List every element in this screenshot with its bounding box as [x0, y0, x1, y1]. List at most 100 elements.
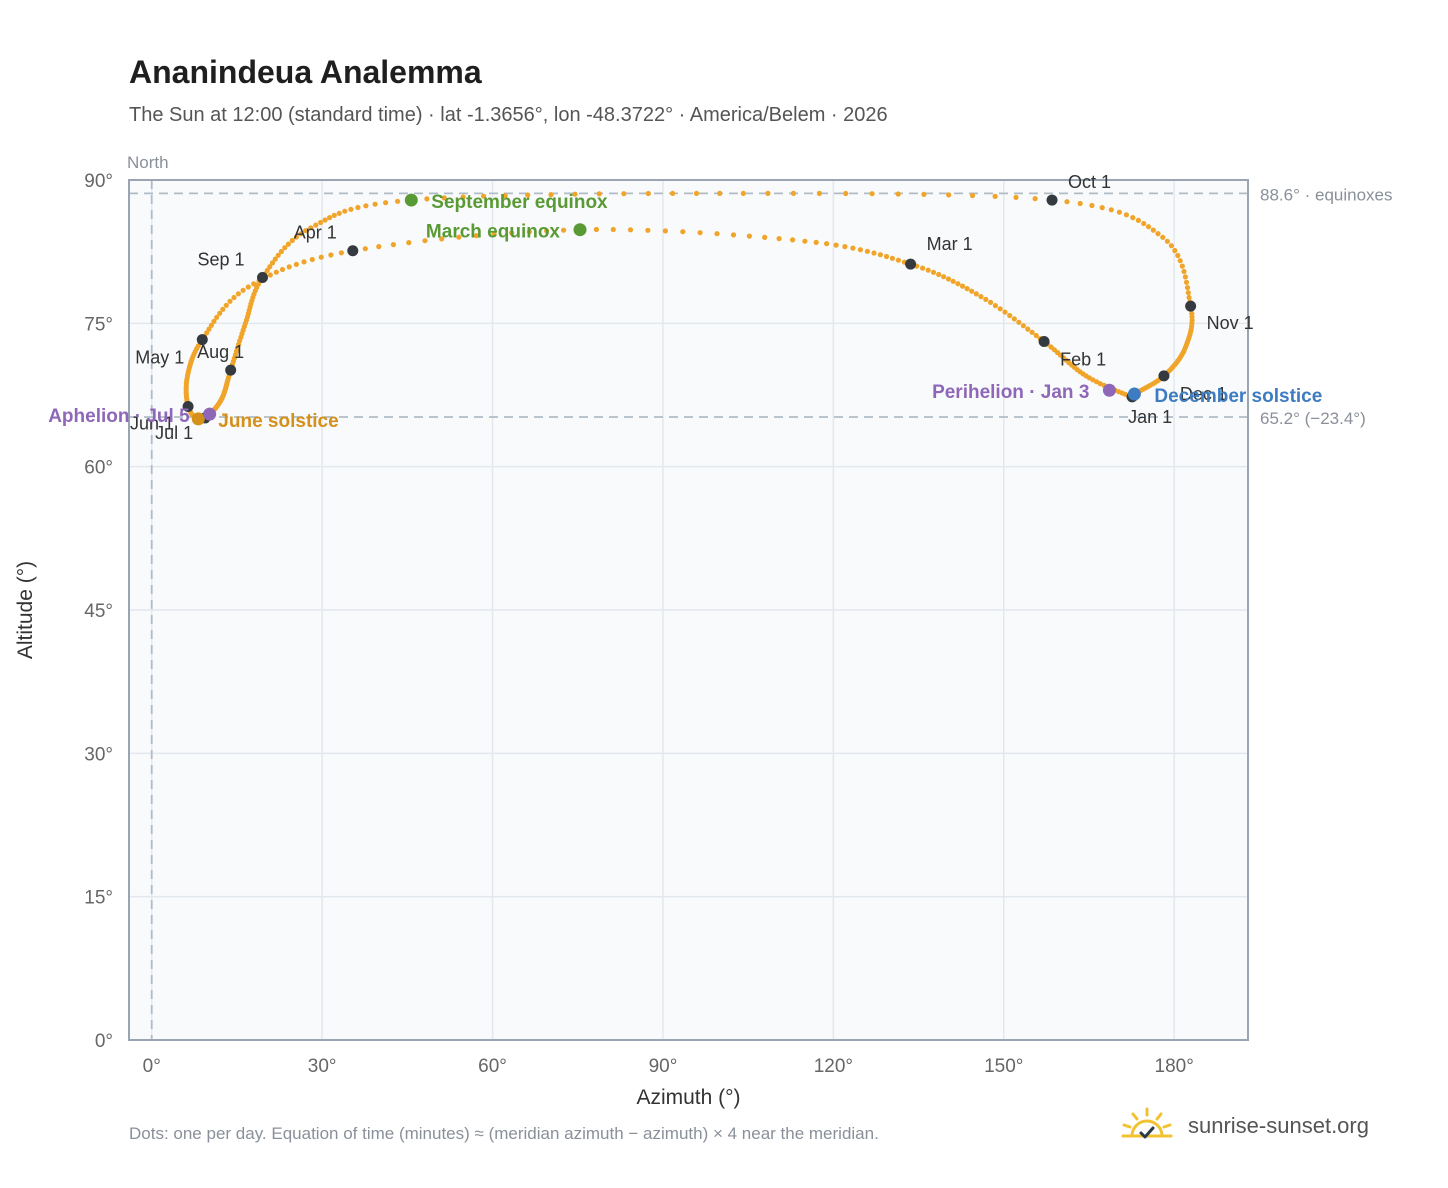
analemma-day-dot — [936, 271, 942, 278]
analemma-day-dot — [593, 226, 600, 233]
month-marker-label: Aug 1 — [197, 342, 244, 362]
north-label: North — [127, 153, 169, 172]
analemma-day-dot — [309, 256, 315, 263]
analemma-day-dot — [383, 200, 389, 206]
analemma-day-dot — [988, 299, 994, 305]
y-tick-label: 0° — [95, 1031, 113, 1052]
analemma-day-dot — [273, 269, 279, 275]
analemma-day-dot — [714, 231, 720, 237]
analemma-day-dot — [857, 247, 864, 253]
analemma-day-dot — [842, 244, 848, 250]
analemma-day-dot — [318, 254, 324, 260]
analemma-day-dot — [1183, 279, 1190, 285]
analemma-day-dot — [833, 242, 839, 248]
event-marker — [573, 223, 587, 237]
analemma-day-dot — [355, 204, 361, 211]
analemma-day-dot — [945, 276, 952, 282]
month-marker-label: Jul 1 — [155, 423, 193, 443]
analemma-day-dot — [1164, 238, 1170, 244]
analemma-day-dot — [406, 240, 412, 246]
x-tick-label: 90° — [649, 1056, 678, 1077]
analemma-day-dot — [959, 283, 966, 289]
analemma-day-dot — [680, 229, 686, 235]
month-marker-label: May 1 — [135, 348, 184, 368]
analemma-day-dot — [390, 242, 396, 248]
analemma-day-dot — [282, 245, 288, 251]
analemma-day-dot — [941, 274, 947, 280]
month-marker-label: Dec 1 — [1180, 384, 1227, 404]
x-tick-label: 30° — [308, 1056, 337, 1077]
analemma-day-dot — [491, 231, 497, 237]
analemma-day-dot — [816, 190, 823, 196]
analemma-day-dot — [1185, 290, 1191, 296]
analemma-day-dot — [1145, 224, 1152, 230]
analemma-day-dot — [526, 229, 532, 235]
brand-text[interactable]: sunrise-sunset.org — [1188, 1113, 1369, 1138]
x-tick-label: 0° — [143, 1056, 161, 1077]
analemma-day-dot — [211, 318, 217, 324]
brand[interactable]: sunrise-sunset.org — [1120, 1104, 1369, 1148]
analemma-day-dot — [217, 310, 223, 316]
analemma-day-dot — [1025, 326, 1031, 332]
month-marker — [256, 271, 268, 283]
analemma-day-dot — [424, 196, 430, 202]
analemma-day-dot — [267, 272, 273, 278]
analemma-day-dot — [717, 190, 723, 196]
month-marker-label: Mar 1 — [927, 234, 973, 254]
analemma-day-dot — [473, 233, 479, 239]
analemma-day-dot — [293, 261, 299, 267]
y-tick-label: 75° — [84, 314, 113, 335]
event-label: December solstice — [1154, 386, 1322, 407]
analemma-day-dot — [1168, 243, 1174, 249]
analemma-day-dot — [1020, 323, 1026, 329]
analemma-day-dot — [802, 238, 808, 244]
analemma-day-dot — [997, 306, 1003, 312]
analemma-day-dot — [328, 252, 334, 258]
analemma-day-dot — [946, 192, 952, 198]
event-label: Aphelion · Jul 5 — [48, 406, 190, 427]
x-axis-title: Azimuth (°) — [636, 1086, 740, 1109]
x-tick-label: 120° — [814, 1056, 853, 1077]
analemma-day-dot — [298, 231, 304, 237]
analemma-day-dot — [208, 322, 214, 328]
analemma-day-dot — [969, 288, 975, 294]
analemma-day-dot — [925, 267, 931, 273]
y-tick-label: 15° — [84, 888, 113, 909]
event-marker — [191, 412, 205, 426]
analemma-day-dot — [964, 286, 970, 292]
analemma-day-dot — [1029, 329, 1035, 335]
analemma-day-dot — [610, 226, 616, 233]
analemma-day-dot — [1181, 268, 1187, 275]
analemma-day-dot — [1002, 309, 1008, 315]
analemma-day-dot — [895, 191, 901, 197]
analemma-day-dot — [697, 230, 703, 236]
analemma-day-dot — [824, 241, 830, 247]
analemma-day-dot — [1184, 285, 1191, 291]
analemma-day-dot — [693, 190, 700, 196]
analemma-day-dot — [1048, 344, 1054, 350]
event-label: September equinox — [431, 192, 608, 213]
month-marker — [196, 334, 208, 346]
analemma-day-dot — [331, 212, 337, 218]
analemma-day-dot — [790, 237, 796, 243]
y-tick-label: 90° — [84, 171, 113, 192]
analemma-day-dot — [813, 239, 819, 245]
analemma-day-dot — [251, 281, 257, 287]
analemma-day-dot — [235, 291, 241, 297]
month-marker — [347, 245, 359, 257]
analemma-day-dot — [645, 190, 651, 197]
analemma-day-dot — [621, 191, 627, 197]
analemma-day-dot — [883, 253, 890, 260]
analemma-day-dot — [869, 191, 875, 197]
sun-icon — [1121, 1107, 1173, 1139]
analemma-day-dot — [278, 248, 284, 255]
chart-title: Ananindeua Analemma — [129, 54, 482, 90]
analemma-day-dot — [1077, 200, 1083, 207]
analemma-day-dot — [978, 294, 984, 300]
analemma-day-dot — [1123, 212, 1129, 218]
analemma-day-dot — [279, 266, 286, 273]
analemma-day-dot — [348, 206, 354, 212]
month-marker — [1046, 194, 1058, 206]
analemma-day-dot — [227, 298, 233, 304]
analemma-day-dot — [293, 234, 299, 240]
